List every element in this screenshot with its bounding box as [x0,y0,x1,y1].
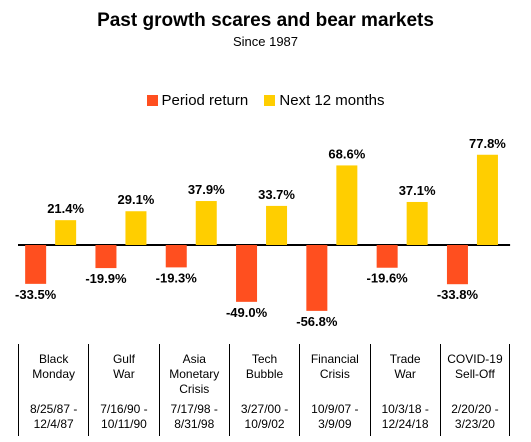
chart-subtitle: Since 1987 [232,34,299,49]
category-dates-2: 7/17/98 - 8/31/98 [170,402,218,431]
category-name-4: Financial Crisis [310,352,359,381]
category-dates-6: 2/20/20 - 3/23/20 [451,402,499,431]
legend: Period return Next 12 months [0,92,531,109]
chart-plot: -33.5% 21.4% -19.9% 29.1% -19.3% 37.9% -49.0% 3… [15,136,511,329]
bar-period-return-2 [165,245,187,268]
category-name-6: COVID-19 Sell-Off [447,352,503,381]
category-dates-3: 3/27/00 - 10/9/02 [240,402,289,431]
category-name-5: Trade War [389,352,421,381]
label-period-return-3: -49.0% [226,305,268,320]
label-next-12-months-2: 37.9% [188,182,225,197]
label-next-12-months-3: 33.7% [258,187,295,202]
legend-label-period-return: Period return [161,92,249,109]
category-name-3: Tech Bubble [245,352,284,381]
category-dates-5: 10/3/18 - 12/24/18 [381,402,429,431]
category-cell-1: Gulf War 7/16/90 - 10/11/90 [88,344,158,436]
category-dates-1: 7/16/90 - 10/11/90 [100,402,148,431]
category-cell-2: Asia Monetary Crisis 7/17/98 - 8/31/98 [158,344,229,436]
category-dates-4: 10/9/07 - 3/9/09 [311,402,359,431]
category-dates-0: 8/25/87 - 12/4/87 [29,402,78,431]
bar-next-12-months-6 [476,154,498,245]
category-name-0: Black Monday [32,352,75,381]
label-period-return-0: -33.5% [15,287,57,302]
category-cell-6: COVID-19 Sell-Off 2/20/20 - 3/23/20 [439,344,511,436]
bar-next-12-months-0 [55,220,77,245]
category-name-2: Asia Monetary Crisis [169,352,220,396]
bar-next-12-months-4 [336,165,358,245]
legend-item-next-12-months: Next 12 months [264,92,384,109]
category-cell-0: Black Monday 8/25/87 - 12/4/87 [18,344,88,436]
bar-next-12-months-2 [195,201,217,245]
legend-item-period-return: Period return [146,92,249,109]
legend-swatch-next-12-months [264,95,276,106]
label-next-12-months-0: 21.4% [47,201,84,216]
label-period-return-4: -56.8% [296,314,338,329]
label-next-12-months-4: 68.6% [328,146,365,161]
chart-title: Past growth scares and bear markets [97,10,434,31]
category-cell-5: Trade War 10/3/18 - 12/24/18 [369,344,440,436]
category-cell-3: Tech Bubble 3/27/00 - 10/9/02 [228,344,299,436]
bar-period-return-6 [446,245,468,285]
bar-period-return-5 [376,245,398,268]
bar-period-return-4 [306,245,328,311]
bar-next-12-months-3 [266,205,288,245]
label-period-return-1: -19.9% [85,271,127,286]
label-next-12-months-1: 29.1% [118,192,155,207]
legend-swatch-period-return [146,95,158,106]
bar-period-return-0 [25,245,47,284]
bar-period-return-3 [236,245,258,302]
label-period-return-5: -19.6% [367,271,409,286]
label-next-12-months-6: 77.8% [469,136,506,151]
label-period-return-6: -33.8% [437,287,479,302]
bar-next-12-months-1 [125,211,147,245]
label-next-12-months-5: 37.1% [399,183,436,198]
label-period-return-2: -19.3% [156,270,198,285]
bar-next-12-months-5 [406,201,428,245]
category-cell-4: Financial Crisis 10/9/07 - 3/9/09 [299,344,369,436]
category-name-1: Gulf War [112,352,135,381]
legend-label-next-12-months: Next 12 months [279,92,385,109]
bar-period-return-1 [95,245,117,269]
